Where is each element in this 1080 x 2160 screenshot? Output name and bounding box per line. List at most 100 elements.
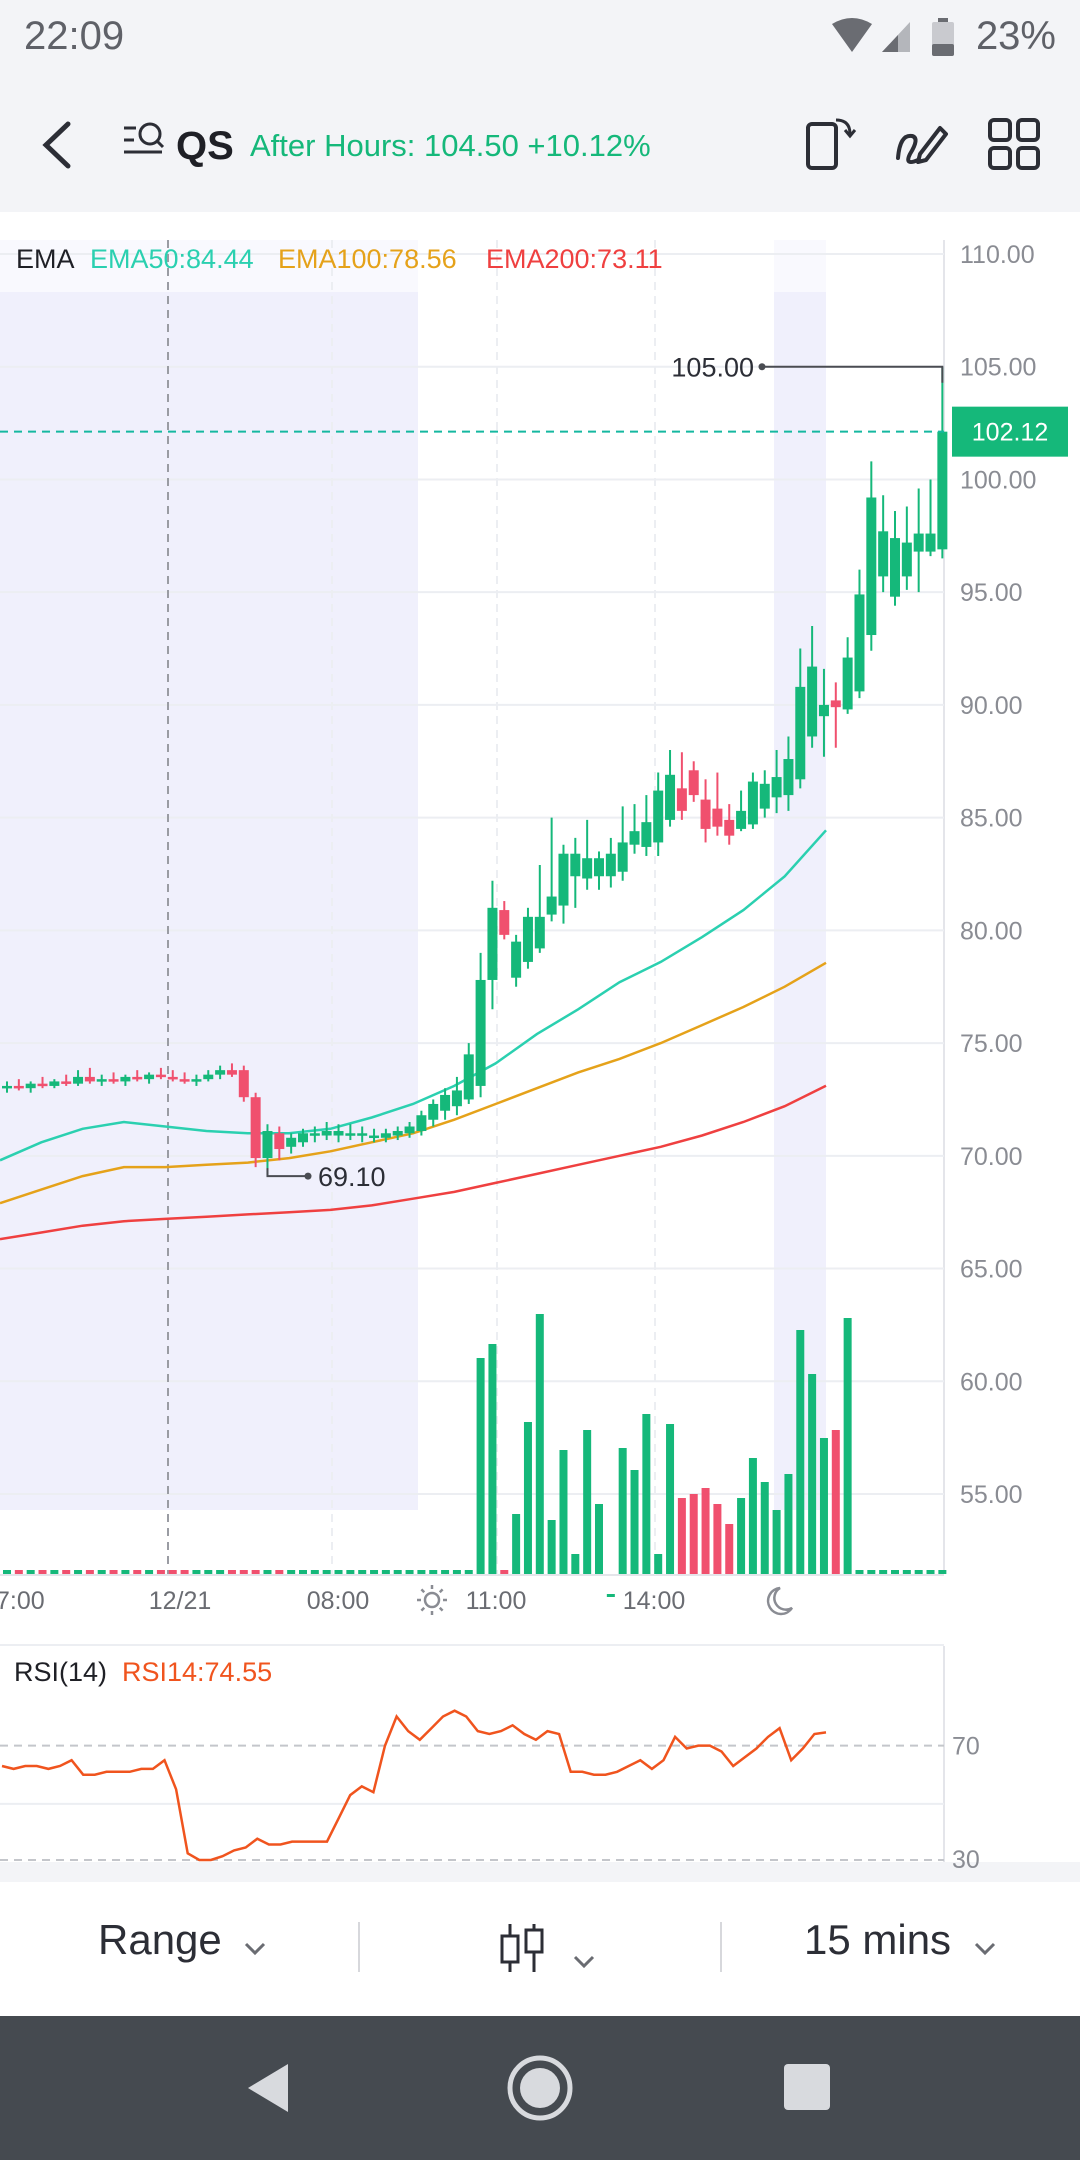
volume-bar <box>713 1504 722 1574</box>
volume-bar <box>239 1570 248 1574</box>
candle-body <box>13 1085 24 1089</box>
candle-body <box>629 831 640 845</box>
volume-bar <box>441 1570 450 1574</box>
ema-label: EMA <box>16 244 75 274</box>
nav-back-icon[interactable] <box>244 2060 292 2121</box>
volume-bar <box>902 1570 911 1574</box>
candle-body <box>807 666 818 737</box>
volume-bar <box>689 1494 698 1574</box>
candle-body <box>511 941 522 978</box>
nav-recents-icon[interactable] <box>784 2064 830 2115</box>
candle-body <box>665 774 676 820</box>
x-tick-label: 14:00 <box>623 1587 686 1615</box>
volume-bar <box>156 1570 165 1574</box>
volume-bar <box>275 1570 284 1574</box>
candle-body <box>274 1133 285 1150</box>
candle-body <box>333 1131 344 1136</box>
candle-body <box>617 842 628 872</box>
volume-bar <box>62 1570 71 1574</box>
candle-body <box>676 788 687 811</box>
volume-bar <box>216 1570 225 1574</box>
stock-search-icon[interactable] <box>120 120 166 165</box>
volume-bar <box>251 1570 260 1574</box>
high-price-label: 105.00 <box>671 353 754 383</box>
low-marker-line <box>266 1168 308 1178</box>
interval-label: 15 mins <box>804 1916 952 1963</box>
volume-bar <box>74 1570 83 1574</box>
volume-bar <box>784 1474 793 1574</box>
candle-body <box>451 1090 462 1107</box>
volume-bar <box>630 1470 639 1574</box>
volume-bar <box>819 1438 828 1574</box>
volume-bar <box>488 1344 497 1574</box>
chart-area[interactable]: 110.00 105.00 100.00 95.00 90.00 85.00 80.00 75… <box>0 212 1080 1882</box>
x-tick-label: 11:00 <box>466 1587 527 1615</box>
volume-bar <box>808 1374 817 1574</box>
volume-bar <box>879 1570 888 1574</box>
volume-bar <box>38 1570 47 1574</box>
volume-bar <box>642 1414 651 1574</box>
candle-body <box>37 1083 48 1087</box>
volume-bar <box>310 1570 319 1574</box>
candle-body <box>215 1070 226 1075</box>
y-tick-label: 90.00 <box>960 692 1023 720</box>
candle-body <box>96 1079 107 1082</box>
chevron-down-icon <box>572 1932 596 1980</box>
x-tick-label: 7:00 <box>0 1587 45 1615</box>
candle-body <box>795 686 806 780</box>
candle-body <box>250 1097 261 1159</box>
interval-dropdown[interactable]: 15 mins <box>804 1916 997 1967</box>
candle-body <box>712 808 723 827</box>
chart-type-dropdown[interactable] <box>498 1920 596 1986</box>
y-tick-label: 110.00 <box>960 241 1035 269</box>
volume-bar <box>606 1594 615 1597</box>
volume-bar <box>748 1458 757 1574</box>
candle-body <box>108 1079 119 1082</box>
candle-body <box>688 770 699 796</box>
volume-bar <box>500 1570 509 1574</box>
candle-body <box>84 1076 95 1082</box>
candle-body <box>747 781 758 825</box>
top-bar: QS After Hours: 104.50 +10.12% <box>0 72 1080 212</box>
rotate-screen-icon[interactable] <box>800 114 860 174</box>
current-price-badge <box>952 406 1068 457</box>
volume-bar <box>677 1498 686 1574</box>
candle-body <box>298 1133 308 1143</box>
volume-bar <box>14 1570 23 1574</box>
volume-bar <box>583 1430 592 1574</box>
volume-bar <box>595 1504 603 1574</box>
stock-symbol[interactable]: QS <box>176 124 234 168</box>
grid-menu-icon[interactable] <box>984 114 1044 174</box>
candle-body <box>724 819 735 836</box>
draw-tool-icon[interactable] <box>890 114 950 174</box>
moon-icon <box>766 1586 794 1616</box>
afterhours-shade <box>774 240 826 1510</box>
candle-body <box>818 704 829 717</box>
ema200-value: EMA200:73.11 <box>486 244 663 274</box>
candle-body <box>155 1074 166 1078</box>
current-price-label: 102.12 <box>972 419 1048 447</box>
y-tick-label: 95.00 <box>960 579 1023 607</box>
y-tick-label: 55.00 <box>960 1481 1023 1509</box>
sun-icon <box>417 1585 447 1615</box>
volume-bar <box>405 1570 414 1574</box>
nav-home-icon[interactable] <box>506 2054 574 2127</box>
range-dropdown[interactable]: Range <box>98 1916 267 1967</box>
y-tick-label: 75.00 <box>960 1030 1023 1058</box>
volume-bar <box>322 1570 331 1574</box>
price-chart[interactable]: 110.00 105.00 100.00 95.00 90.00 85.00 80.00 75… <box>0 212 1080 1882</box>
volume-bar <box>85 1570 94 1574</box>
x-tick-label: 08:00 <box>307 1587 370 1615</box>
candle-body <box>558 853 569 906</box>
candle-body <box>475 979 486 1086</box>
candle-body <box>890 538 900 597</box>
volume-bar <box>370 1570 379 1574</box>
candle-body <box>830 700 841 708</box>
volume-bar <box>192 1570 201 1574</box>
volume-bar <box>831 1430 840 1574</box>
divider <box>720 1922 722 1972</box>
back-icon[interactable] <box>20 110 90 180</box>
low-marker-dot <box>304 1172 312 1180</box>
volume-bar <box>358 1570 367 1574</box>
x-tick-label: 12/21 <box>149 1587 212 1615</box>
